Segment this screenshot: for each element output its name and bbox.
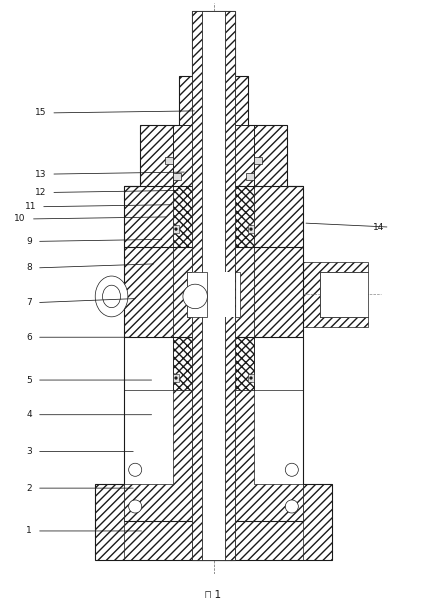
- Text: 12: 12: [35, 188, 46, 197]
- Text: 2: 2: [26, 484, 32, 493]
- Circle shape: [128, 463, 141, 476]
- Text: 3: 3: [26, 447, 32, 456]
- Polygon shape: [124, 248, 172, 337]
- Circle shape: [182, 284, 207, 309]
- Bar: [172, 173, 181, 180]
- Text: 1: 1: [26, 526, 32, 535]
- Ellipse shape: [95, 276, 127, 317]
- Bar: [173, 225, 178, 233]
- Bar: [248, 225, 253, 233]
- Text: 9: 9: [26, 237, 32, 246]
- Polygon shape: [234, 248, 254, 337]
- Text: 10: 10: [14, 215, 26, 224]
- Polygon shape: [95, 484, 124, 560]
- Bar: [201, 11, 225, 560]
- Text: 13: 13: [35, 170, 46, 179]
- Ellipse shape: [102, 285, 120, 307]
- Text: 15: 15: [35, 108, 46, 117]
- Circle shape: [128, 500, 141, 513]
- Bar: [192, 272, 201, 317]
- Circle shape: [249, 227, 252, 231]
- Bar: [234, 76, 248, 125]
- Bar: [225, 11, 234, 560]
- Polygon shape: [254, 187, 302, 248]
- Polygon shape: [302, 262, 368, 327]
- Bar: [234, 125, 254, 187]
- Polygon shape: [234, 521, 323, 560]
- Circle shape: [285, 500, 298, 513]
- Polygon shape: [302, 484, 331, 560]
- Circle shape: [174, 227, 177, 231]
- Text: 6: 6: [26, 332, 32, 341]
- Bar: [178, 76, 192, 125]
- Bar: [248, 374, 253, 382]
- Bar: [172, 187, 192, 248]
- Bar: [192, 11, 201, 560]
- Bar: [245, 173, 254, 180]
- Bar: [234, 187, 254, 248]
- Bar: [319, 272, 368, 317]
- Text: 图 1: 图 1: [205, 589, 221, 598]
- Polygon shape: [254, 125, 286, 187]
- Polygon shape: [172, 248, 192, 337]
- Text: 11: 11: [25, 202, 36, 211]
- Polygon shape: [140, 125, 172, 187]
- Circle shape: [174, 376, 177, 380]
- Bar: [225, 272, 234, 317]
- Polygon shape: [254, 248, 302, 337]
- Polygon shape: [103, 521, 192, 560]
- Bar: [172, 337, 192, 390]
- Text: 14: 14: [373, 222, 384, 231]
- Circle shape: [249, 376, 252, 380]
- Circle shape: [285, 463, 298, 476]
- Text: 7: 7: [26, 298, 32, 307]
- Bar: [234, 337, 254, 390]
- Polygon shape: [234, 390, 302, 521]
- Polygon shape: [124, 390, 192, 521]
- Polygon shape: [124, 187, 172, 248]
- Bar: [254, 157, 262, 164]
- Text: 4: 4: [26, 410, 32, 419]
- Bar: [164, 157, 172, 164]
- Text: 5: 5: [26, 376, 32, 385]
- Text: 8: 8: [26, 263, 32, 272]
- Bar: [173, 374, 178, 382]
- Bar: [187, 272, 207, 317]
- Bar: [172, 125, 192, 187]
